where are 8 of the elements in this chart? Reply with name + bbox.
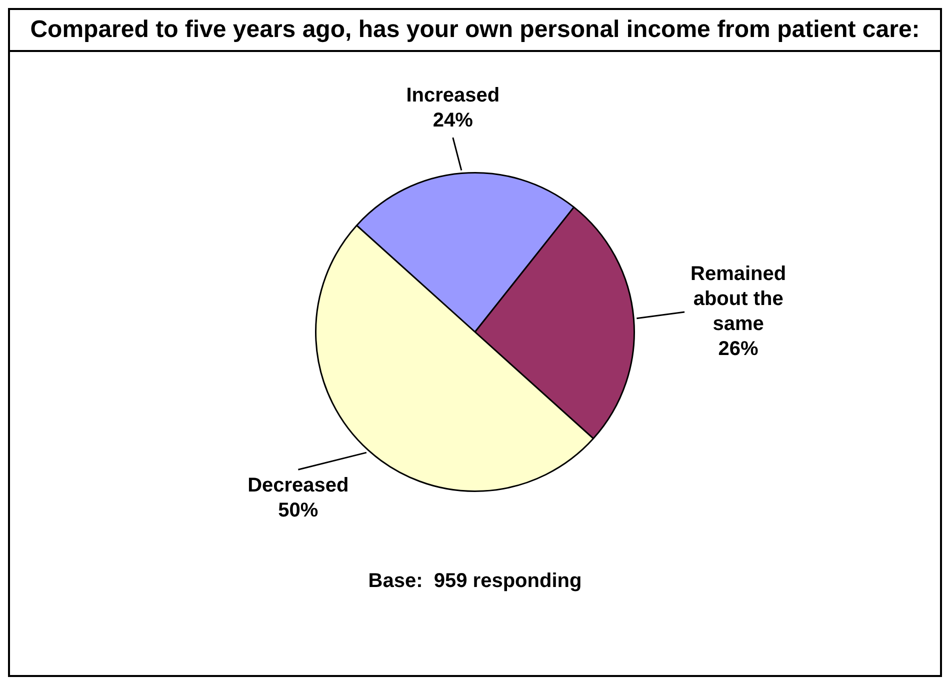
slice-label: Decreased bbox=[248, 474, 349, 497]
chart-title: Compared to five years ago, has your own personal income from patient care: bbox=[10, 10, 940, 52]
data-label: 50% bbox=[278, 500, 318, 522]
slice-label: Increased bbox=[406, 84, 500, 107]
data-label: 24% bbox=[432, 110, 474, 132]
slice-label: Remained about the same bbox=[690, 262, 786, 335]
data-label: 26% bbox=[718, 338, 759, 360]
text: Base: 959 responding bbox=[367, 570, 583, 593]
